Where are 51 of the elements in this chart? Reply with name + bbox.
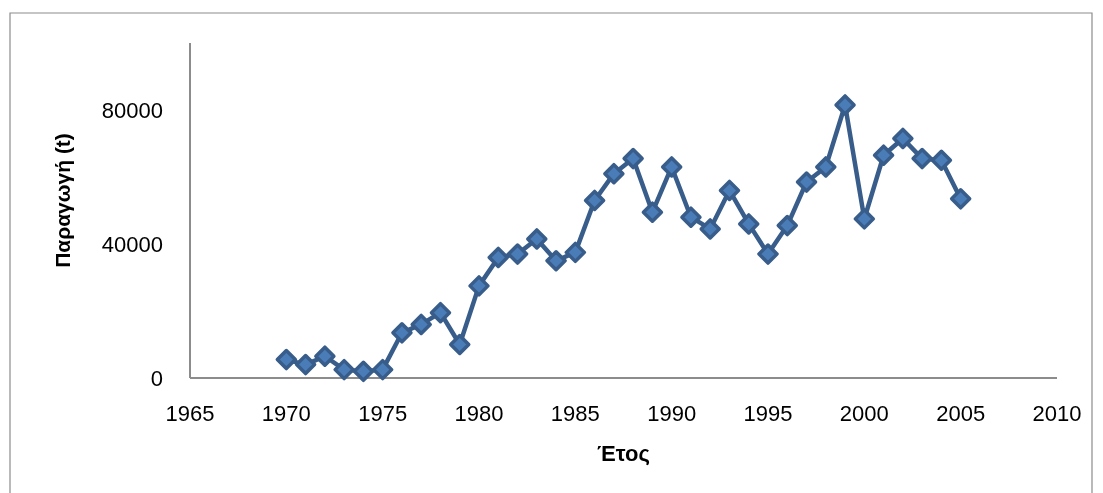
point: [815, 156, 837, 178]
x-tick-label: 1985: [550, 400, 600, 426]
point: [795, 171, 818, 193]
point: [526, 228, 548, 250]
point: [603, 162, 625, 185]
x-tick-label: 1995: [743, 400, 793, 426]
point: [949, 188, 972, 210]
y-tick-label: 80000: [101, 97, 163, 123]
point: [410, 313, 432, 336]
point: [583, 189, 606, 212]
point: [468, 275, 490, 297]
point: [314, 345, 336, 367]
point: [699, 218, 721, 240]
point: [680, 206, 702, 228]
point: [352, 360, 375, 383]
point: [622, 147, 644, 170]
point: [371, 358, 394, 381]
x-axis-title: Έτος: [597, 440, 650, 466]
point: [872, 144, 895, 166]
point: [737, 213, 760, 235]
point: [776, 214, 799, 237]
point: [930, 149, 953, 171]
x-tick-label: 2005: [936, 400, 986, 426]
point: [294, 353, 317, 376]
point: [506, 243, 529, 265]
point: [487, 246, 510, 269]
x-tick-label: 2010: [1032, 400, 1082, 426]
point: [564, 241, 587, 264]
point: [660, 156, 683, 178]
x-tick-label: 1990: [647, 400, 697, 426]
point: [641, 201, 664, 223]
x-tick-label: 1980: [454, 400, 504, 426]
point: [275, 348, 298, 371]
point: [892, 127, 914, 150]
x-tick-label: 1975: [358, 400, 408, 426]
point: [448, 333, 471, 356]
x-tick-label: 1970: [261, 400, 311, 426]
point: [391, 322, 413, 344]
point: [911, 147, 933, 170]
point: [545, 250, 567, 272]
point: [333, 358, 355, 381]
point: [429, 301, 452, 324]
x-tick-label: 2000: [839, 400, 889, 426]
point: [757, 243, 779, 265]
y-axis-title: Παραγωγή (t): [50, 133, 74, 268]
y-tick-label: 40000: [101, 231, 163, 257]
point: [834, 94, 856, 116]
x-tick-label: 1965: [165, 400, 215, 426]
y-tick-label: 0: [150, 365, 163, 391]
point: [853, 208, 876, 230]
point: [718, 179, 741, 202]
